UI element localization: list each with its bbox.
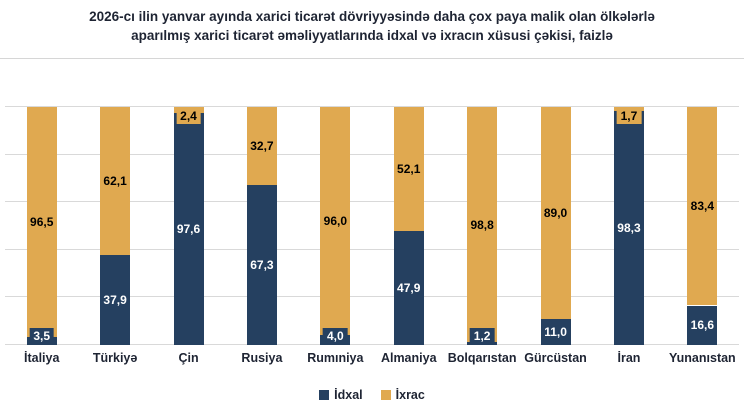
value-label-idxal-rusiya: 67,3 [250, 257, 274, 272]
value-label-ixrac-bolqarıstan: 98,8 [470, 217, 494, 232]
x-axis-label-rumıniya: Rumıniya [307, 351, 364, 365]
x-axis-label-i-taliya: İtaliya [23, 351, 60, 365]
value-label-idxal-i-taliya: 3,5 [29, 328, 55, 344]
segment-idxal-gürcüstan [540, 318, 571, 345]
bar-almaniya: 52,1 47,9 [393, 107, 424, 345]
value-label-ixrac-i-ran: 1,7 [616, 108, 642, 124]
bar-column-rusiya: 32,7 67,3 [225, 107, 298, 345]
value-label-idxal-yunanıstan: 16,6 [690, 318, 715, 333]
bar-rumıniya: 96,0 4,0 [320, 107, 351, 345]
bar-column-i-ran: 1,7 98,3 [592, 107, 665, 345]
segment-ixrac-rusiya [246, 107, 277, 185]
value-label-ixrac-gürcüstan: 89,0 [543, 205, 568, 220]
x-axis-label-i-ran: İran [617, 351, 641, 365]
value-label-idxal-bolqarıstan: 1,2 [469, 328, 495, 344]
legend-label-ixrac: İxrac [395, 388, 425, 402]
bar-rusiya: 32,7 67,3 [246, 107, 277, 345]
segment-idxal-rusiya [246, 184, 277, 345]
x-axis-label-yunanıstan: Yunanıstan [669, 351, 736, 365]
bar-bolqarıstan: 98,8 1,2 [467, 107, 498, 345]
value-label-idxal-çin: 97,6 [176, 221, 201, 236]
legend-item-idxal: İdxal [319, 388, 363, 402]
bar-yunanıstan: 83,4 16,6 [687, 107, 718, 345]
bars-container: 96,5 3,5 62,1 37,9 2,4 97,6 32,7 67,3 96,0 4,0 52,… [5, 107, 739, 345]
x-axis-label-gürcüstan: Gürcüstan [524, 351, 587, 365]
x-axis-labels: İtaliya Türkiyə Çin Rusiya Rumıniya Almaniya B… [5, 351, 739, 365]
value-label-idxal-türkiyə: 37,9 [103, 292, 127, 307]
value-label-idxal-almaniya: 47,9 [397, 280, 421, 295]
x-axis-label-bolqarıstan: Bolqarıstan [447, 351, 517, 365]
gridline-0 [5, 344, 739, 345]
segment-idxal-almaniya [393, 231, 424, 345]
bar-türkiyə: 62,1 37,9 [100, 107, 131, 345]
chart-title: 2026-cı ilin yanvar ayında xarici ticarə… [0, 7, 744, 45]
segment-idxal-i-ran [613, 111, 644, 345]
value-label-idxal-rumıniya: 4,0 [322, 328, 348, 344]
value-label-idxal-gürcüstan: 11,0 [544, 324, 567, 339]
x-axis-label-çin: Çin [178, 351, 199, 365]
x-axis-label-türkiyə: Türkiyə [92, 351, 138, 365]
segment-idxal-türkiyə [100, 254, 131, 345]
bar-column-türkiyə: 62,1 37,9 [78, 107, 151, 345]
bar-column-yunanıstan: 83,4 16,6 [666, 107, 739, 345]
bar-column-almaniya: 52,1 47,9 [372, 107, 445, 345]
value-label-ixrac-türkiyə: 62,1 [103, 173, 127, 188]
segment-idxal-çin [173, 112, 204, 345]
value-label-ixrac-almaniya: 52,1 [397, 161, 421, 176]
bar-i-taliya: 96,5 3,5 [26, 107, 57, 345]
x-axis-label-rusiya: Rusiya [241, 351, 283, 365]
value-label-ixrac-rumıniya: 96,0 [323, 214, 348, 229]
bar-column-gürcüstan: 89,0 11,0 [519, 107, 592, 345]
bar-i-ran: 1,7 98,3 [613, 107, 644, 345]
x-axis-label-almaniya: Almaniya [380, 351, 437, 365]
legend: İdxal İxrac [0, 388, 744, 402]
gridline-40 [5, 248, 739, 250]
legend-label-idxal: İdxal [334, 388, 363, 402]
segment-ixrac-bolqarıstan [467, 107, 498, 343]
segment-ixrac-rumıniya [320, 107, 351, 336]
segment-ixrac-yunanıstan [687, 107, 718, 306]
title-divider [0, 58, 744, 59]
value-label-ixrac-i-taliya: 96,5 [30, 214, 54, 229]
legend-item-ixrac: İxrac [380, 388, 425, 402]
chart-title-line-1: 2026-cı ilin yanvar ayında xarici ticarə… [89, 9, 655, 24]
bar-column-i-taliya: 96,5 3,5 [5, 107, 78, 345]
segment-idxal-yunanıstan [687, 305, 718, 345]
value-label-ixrac-çin: 2,4 [176, 108, 201, 124]
segment-ixrac-almaniya [393, 107, 424, 231]
idxal-swatch-icon [319, 390, 330, 400]
bar-column-bolqarıstan: 98,8 1,2 [445, 107, 518, 345]
bar-column-çin: 2,4 97,6 [152, 107, 225, 345]
value-label-ixrac-rusiya: 32,7 [250, 138, 274, 153]
segment-ixrac-türkiyə [100, 107, 131, 255]
value-label-idxal-i-ran: 98,3 [617, 221, 641, 236]
segment-ixrac-i-taliya [26, 107, 57, 337]
gridline-80 [5, 153, 739, 155]
gridline-60 [5, 201, 739, 203]
chart-title-line-2: aparılmış xarici ticarət əməliyyatlarınd… [131, 28, 613, 43]
gridline-100 [5, 106, 739, 107]
segment-ixrac-gürcüstan [540, 107, 571, 319]
ixrac-swatch-icon [380, 390, 391, 400]
bar-çin: 2,4 97,6 [173, 107, 204, 345]
bar-column-rumıniya: 96,0 4,0 [299, 107, 372, 345]
gridline-20 [5, 296, 739, 298]
value-label-ixrac-yunanıstan: 83,4 [690, 199, 715, 214]
bar-gürcüstan: 89,0 11,0 [540, 107, 571, 345]
plot-area: 96,5 3,5 62,1 37,9 2,4 97,6 32,7 67,3 96,0 4,0 52,… [5, 106, 739, 345]
